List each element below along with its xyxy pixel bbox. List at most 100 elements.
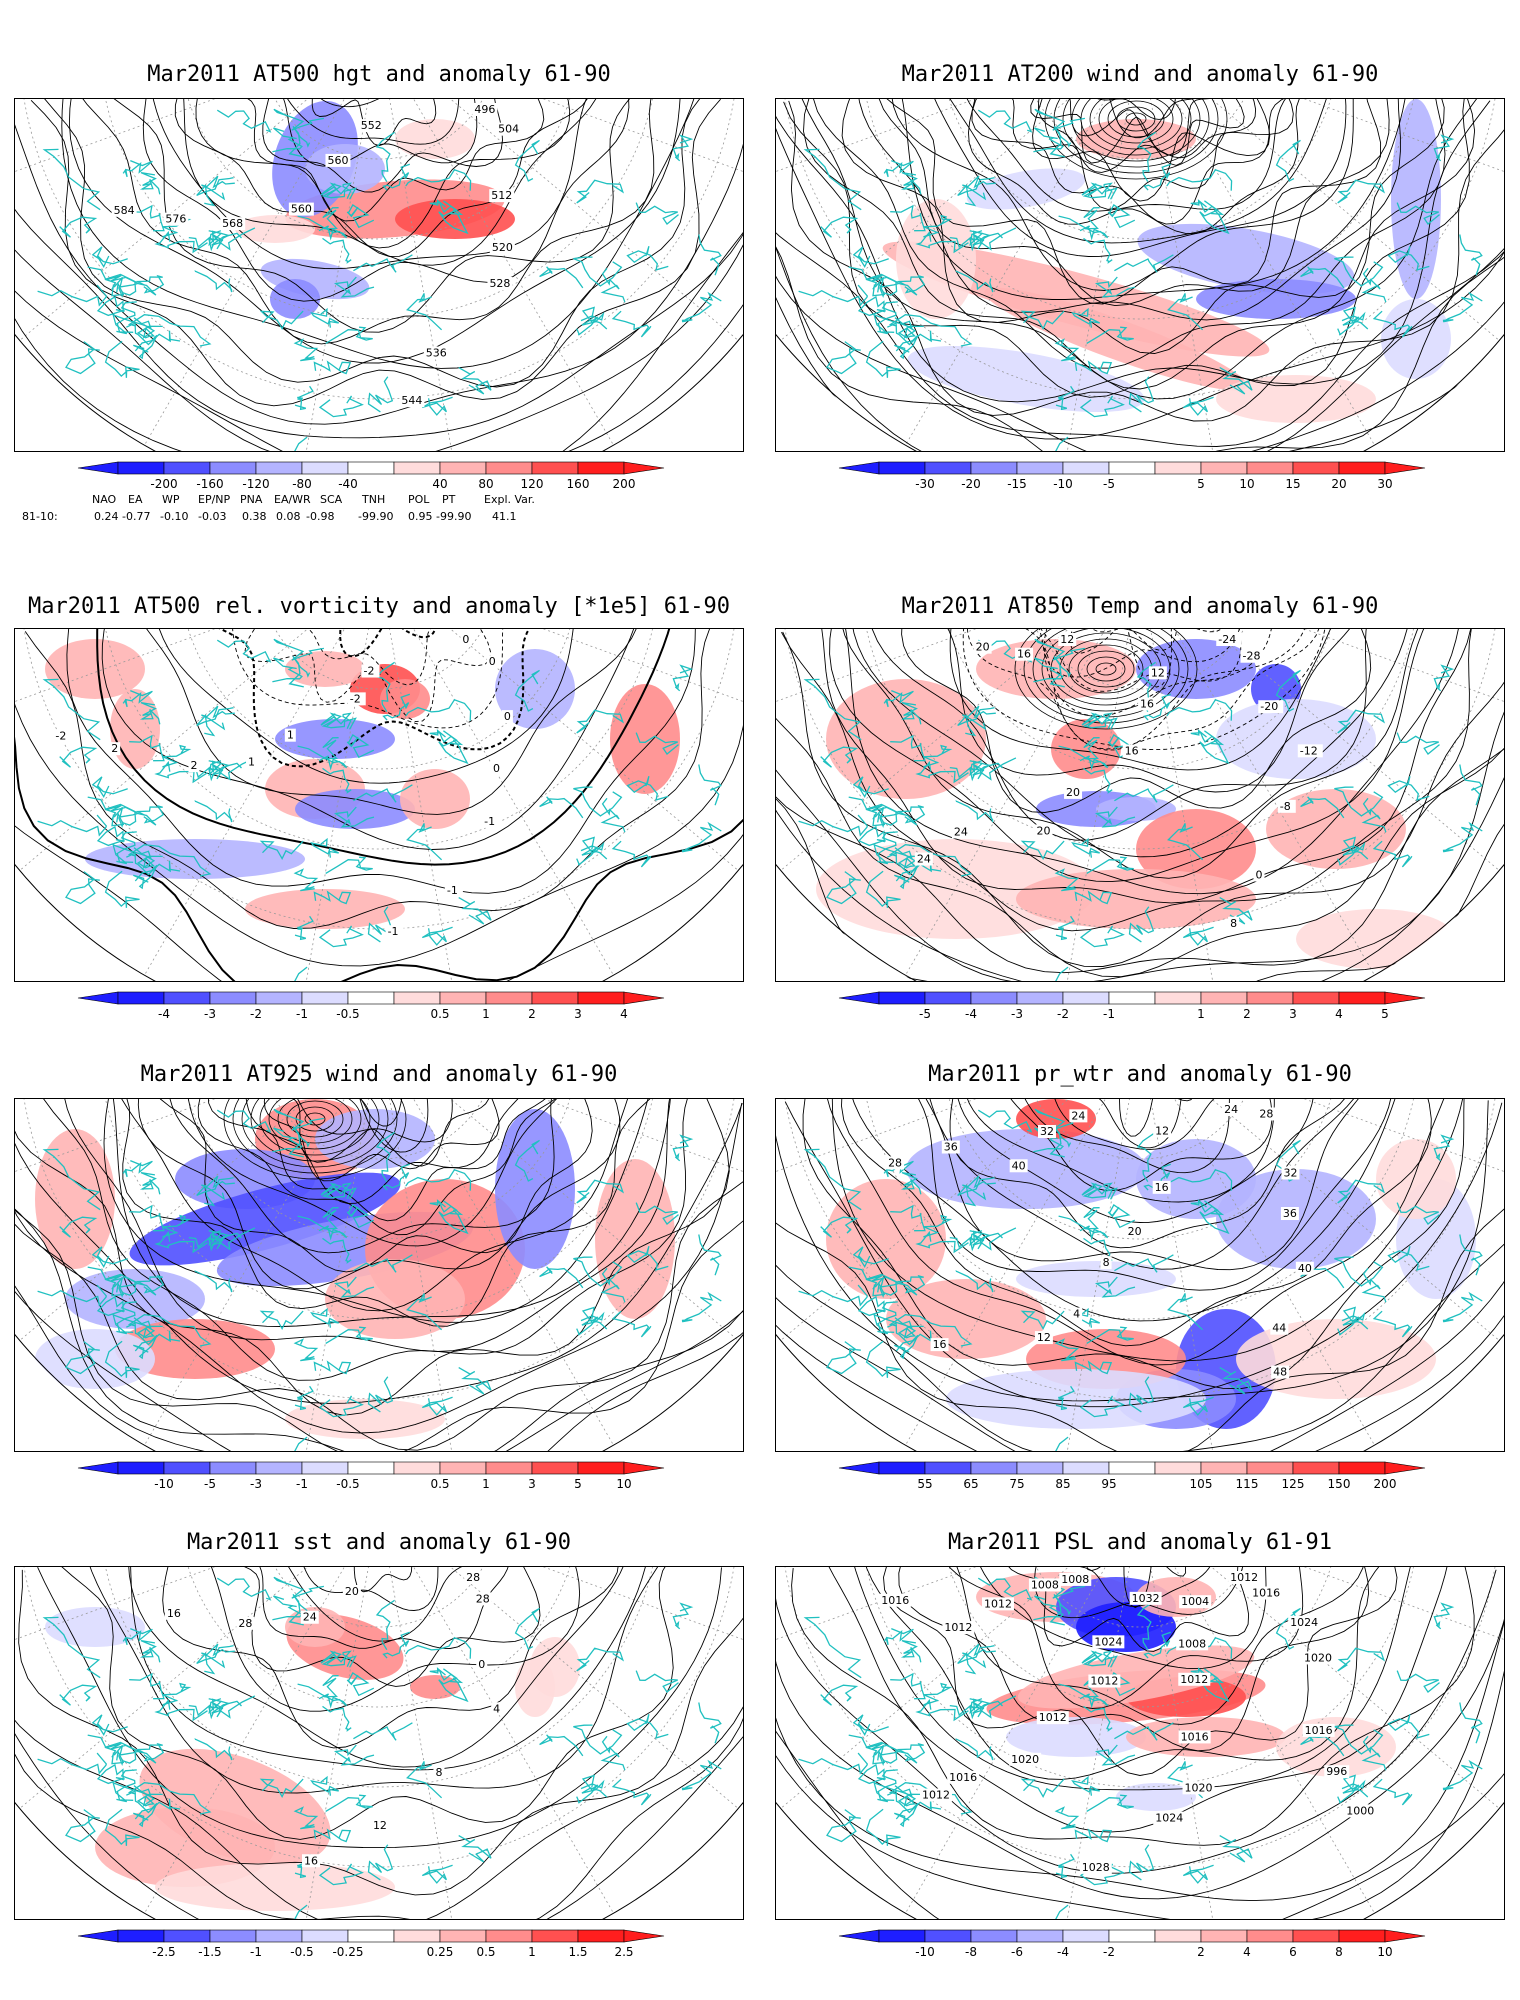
contour-label: 40 <box>1012 1159 1026 1172</box>
colorbar-swatch <box>393 1929 441 1943</box>
colorbar-swatches <box>77 1929 665 1943</box>
contour-label: 1032 <box>1132 1592 1160 1605</box>
contour-label-group: 0 0 0 0 -1 -1 -1 -2 -2 1 1 2 2 -2 <box>53 633 513 939</box>
colorbar-tick-label: 6 <box>1289 1945 1297 1959</box>
colorbar-tick-label: 4 <box>1335 1007 1343 1021</box>
coastlines <box>37 108 722 451</box>
contour-label: 544 <box>401 394 422 407</box>
contour-label: 1012 <box>922 1789 950 1802</box>
colorbar: -200 -160 -120 -80 -40 40 80 120 160 200 <box>60 460 700 500</box>
colorbar-swatch <box>1200 1929 1248 1943</box>
contour-label: -1 <box>388 925 399 938</box>
colorbar-tick-label: 2 <box>1197 1945 1205 1959</box>
colorbar-swatch <box>531 991 579 1005</box>
colorbar-tick-label: -40 <box>338 477 358 491</box>
teleconnection-header: EP/NP <box>198 493 231 506</box>
contour-lines <box>776 1099 1504 1451</box>
colorbar-tick-label: 1 <box>482 1007 490 1021</box>
colorbar-swatch <box>439 1461 487 1475</box>
coastlines <box>798 638 1483 981</box>
positive-anomaly-region <box>395 199 515 239</box>
contour-label: 560 <box>327 154 348 167</box>
colorbar-tick-label: 10 <box>616 1477 631 1491</box>
contour-label-group: -24 -28 -20 -12 -8 0 8 12 16 16 20 20 24 24 12 16 20 <box>914 633 1323 930</box>
contour-label-group: 24 28 32 36 40 44 48 12 16 20 8 4 12 16 24 32 40 36 28 <box>886 1103 1314 1379</box>
contour-label: 28 <box>1259 1107 1273 1120</box>
map-projection <box>776 1099 1504 1451</box>
anomaly-shading <box>816 639 1456 969</box>
colorbar-tick-label: -1.5 <box>198 1945 221 1959</box>
positive-anomaly-region <box>896 199 976 319</box>
panel-title: Mar2011 sst and anomaly 61-90 <box>186 1530 572 1555</box>
colorbar-swatch <box>924 991 972 1005</box>
coastlines <box>37 1108 722 1451</box>
contour-label-group: 28 28 0 4 8 12 16 20 24 28 16 <box>164 1571 503 1868</box>
colorbar-tick-label: 10 <box>1377 1945 1392 1959</box>
negative-anomaly-region <box>1216 699 1376 779</box>
teleconnection-header: Expl. Var. <box>484 493 535 506</box>
colorbar-tick-label: 150 <box>1328 1477 1351 1491</box>
positive-anomaly-region <box>115 1319 275 1379</box>
colorbar-swatch <box>163 991 211 1005</box>
contour-label: 48 <box>1273 1366 1287 1379</box>
colorbar-swatch <box>347 1929 395 1943</box>
teleconnection-value: -99.90 <box>358 510 394 523</box>
colorbar-tick-label: -160 <box>196 477 223 491</box>
contour-label: 1012 <box>984 1597 1012 1610</box>
colorbar-tick-label: 30 <box>1377 477 1392 491</box>
contour-label: 504 <box>498 123 519 136</box>
positive-anomaly-region <box>610 684 680 794</box>
colorbar-min-arrow <box>838 461 880 475</box>
colorbar: -10 -8 -6 -4 -2 2 4 6 8 10 <box>821 1928 1461 1968</box>
contour-label: 12 <box>1151 666 1165 679</box>
colorbar-swatch <box>577 1461 625 1475</box>
colorbar-swatch <box>878 461 926 475</box>
teleconnection-header: POL <box>408 493 430 506</box>
colorbar-tick-label: 8 <box>1335 1945 1343 1959</box>
contour-label: 1020 <box>1185 1781 1213 1794</box>
teleconnection-table: NAO EA WP EP/NP PNA EA/WR SCA TNH POL PT Expl. Var… <box>22 492 742 526</box>
colorbar-tick-label: -10 <box>154 1477 174 1491</box>
colorbar-tick-label: -1 <box>250 1945 262 1959</box>
colorbar-tick-label: -0.5 <box>336 1007 359 1021</box>
colorbar-tick-label: 120 <box>521 477 544 491</box>
colorbar-swatch <box>1292 1461 1340 1475</box>
colorbar-tick-label: 5 <box>1197 477 1205 491</box>
colorbar-swatch <box>1108 991 1156 1005</box>
contour-label: 0 <box>478 1658 485 1671</box>
colorbar-tick-label: -3 <box>1011 1007 1023 1021</box>
contour-label: 576 <box>165 213 186 226</box>
teleconnection-value: 41.1 <box>492 510 517 523</box>
colorbar-swatch <box>924 461 972 475</box>
anomaly-shading <box>826 1099 1476 1429</box>
negative-anomaly-region <box>495 649 575 729</box>
colorbar-tick-label: -0.25 <box>332 1945 363 1959</box>
teleconnection-value: -0.77 <box>122 510 151 523</box>
colorbar-min-arrow <box>838 1929 880 1943</box>
contour-label: 1016 <box>1305 1724 1333 1737</box>
colorbar-swatch <box>1338 991 1386 1005</box>
anomaly-shading <box>882 99 1451 423</box>
colorbar-swatch <box>924 1929 972 1943</box>
coastlines <box>37 638 722 981</box>
colorbar-max-arrow <box>623 1929 665 1943</box>
contour-label: 8 <box>1230 917 1237 930</box>
contour-label: 1024 <box>1290 1616 1318 1629</box>
contour-label: -20 <box>1260 700 1278 713</box>
colorbar-tick-label: 65 <box>963 1477 978 1491</box>
colorbar-tick-label: 1 <box>1197 1007 1205 1021</box>
contour-label: -2 <box>363 665 374 678</box>
teleconnection-value: -99.90 <box>436 510 472 523</box>
panel-title: Mar2011 AT850 Temp and anomaly 61-90 <box>901 594 1379 619</box>
colorbar-swatch <box>531 1929 579 1943</box>
colorbar-swatch <box>485 1929 533 1943</box>
colorbar-tick-label: -10 <box>1053 477 1073 491</box>
colorbar-tick-label: 80 <box>478 477 493 491</box>
contour-label: 1024 <box>1094 1635 1122 1648</box>
teleconnection-header: SCA <box>320 493 343 506</box>
colorbar-swatch <box>970 461 1018 475</box>
colorbar-swatch <box>1200 991 1248 1005</box>
graticule <box>776 99 1504 451</box>
colorbar-swatch <box>1062 1929 1110 1943</box>
